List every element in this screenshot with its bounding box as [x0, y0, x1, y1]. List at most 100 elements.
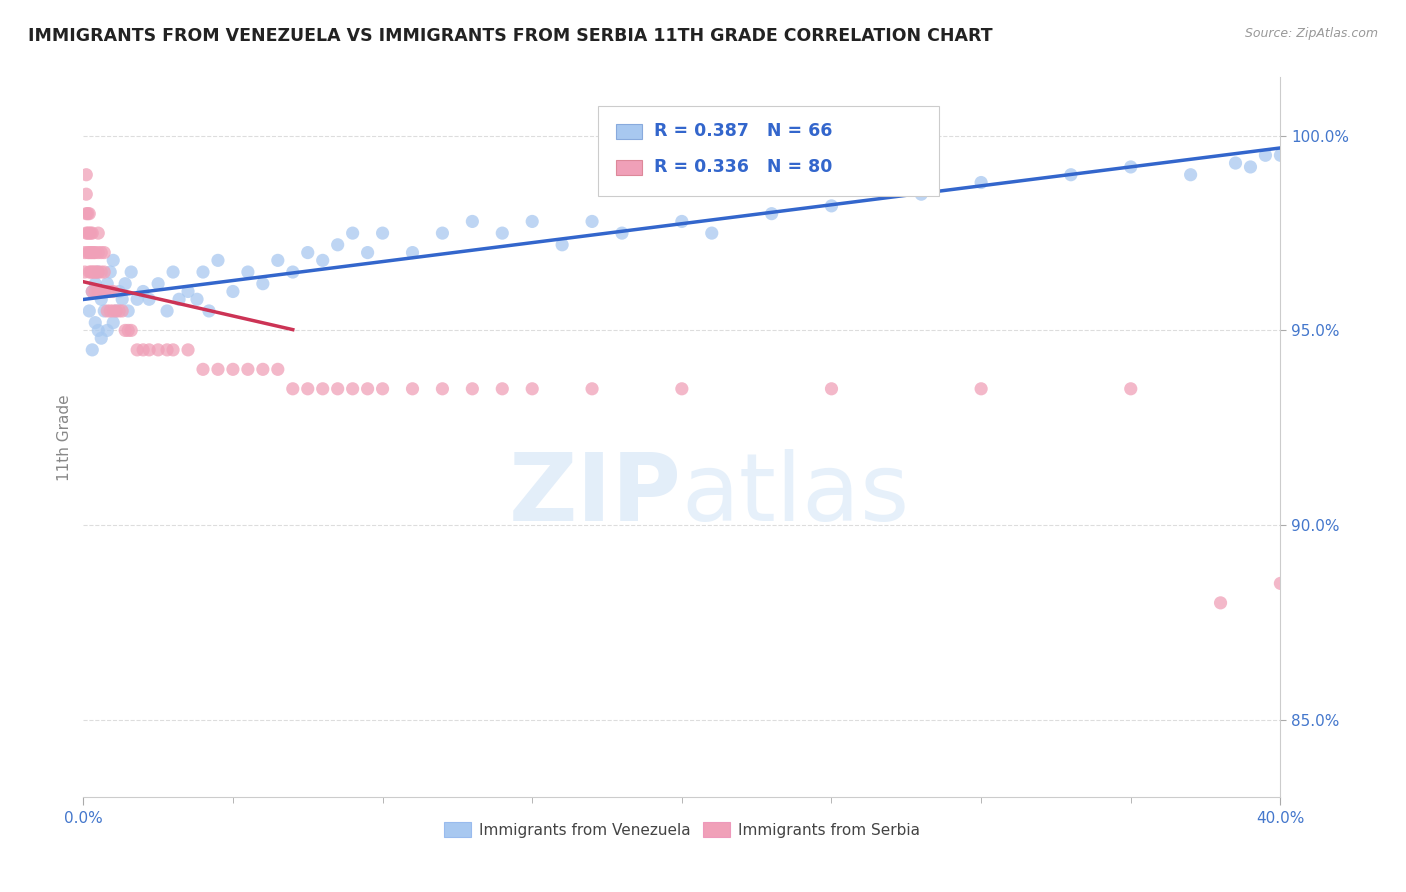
Point: [103, 285, 125, 299]
Point: [87, 245, 110, 260]
Bar: [616, 160, 643, 176]
Point: [76, 207, 98, 221]
Point: [90, 331, 112, 345]
Point: [93, 304, 115, 318]
Y-axis label: 11th Grade: 11th Grade: [58, 394, 72, 481]
Point: [186, 293, 208, 307]
Point: [401, 245, 423, 260]
Point: [84, 265, 107, 279]
Point: [84, 285, 107, 299]
Text: Source: ZipAtlas.com: Source: ZipAtlas.com: [1244, 27, 1378, 40]
Point: [132, 343, 155, 357]
Point: [522, 214, 544, 228]
Point: [90, 293, 112, 307]
Point: [83, 245, 105, 260]
Point: [207, 253, 229, 268]
Point: [162, 343, 184, 357]
Point: [96, 323, 118, 337]
Point: [105, 304, 128, 318]
Point: [342, 226, 364, 240]
Point: [132, 285, 155, 299]
Point: [80, 265, 103, 279]
Point: [82, 285, 104, 299]
Point: [146, 277, 169, 291]
Point: [96, 277, 118, 291]
Point: [156, 304, 179, 318]
Point: [281, 382, 304, 396]
Point: [90, 285, 112, 299]
Point: [700, 226, 723, 240]
Point: [222, 362, 245, 376]
Point: [87, 323, 110, 337]
Point: [1119, 382, 1142, 396]
Point: [75, 168, 97, 182]
Point: [98, 265, 121, 279]
Point: [236, 265, 259, 279]
Point: [491, 226, 513, 240]
Point: [93, 285, 115, 299]
Point: [90, 245, 112, 260]
Point: [252, 277, 274, 291]
Point: [82, 285, 104, 299]
Point: [77, 226, 100, 240]
Point: [281, 265, 304, 279]
Point: [96, 304, 118, 318]
Point: [820, 199, 842, 213]
Point: [371, 382, 394, 396]
Point: [522, 382, 544, 396]
Point: [117, 304, 139, 318]
Point: [120, 265, 142, 279]
Point: [432, 382, 454, 396]
Point: [87, 265, 110, 279]
Point: [581, 382, 603, 396]
Point: [312, 253, 335, 268]
Point: [80, 226, 103, 240]
Point: [970, 382, 993, 396]
Point: [84, 277, 107, 291]
Point: [1060, 168, 1083, 182]
Point: [671, 214, 693, 228]
Point: [1180, 168, 1202, 182]
Point: [83, 265, 105, 279]
Point: [432, 226, 454, 240]
Point: [820, 382, 842, 396]
Point: [103, 304, 125, 318]
Point: [87, 265, 110, 279]
Point: [761, 207, 783, 221]
Point: [326, 382, 349, 396]
Point: [267, 362, 290, 376]
Point: [1209, 596, 1232, 610]
Point: [93, 285, 115, 299]
Point: [73, 265, 96, 279]
Point: [127, 293, 149, 307]
Point: [167, 293, 190, 307]
Point: [103, 253, 125, 268]
Legend: Immigrants from Venezuela, Immigrants from Serbia: Immigrants from Venezuela, Immigrants fr…: [437, 815, 927, 844]
Point: [77, 245, 100, 260]
Point: [297, 382, 319, 396]
Point: [120, 323, 142, 337]
Text: ZIP: ZIP: [509, 449, 682, 541]
Point: [138, 293, 160, 307]
Point: [342, 382, 364, 396]
Point: [111, 304, 134, 318]
Point: [146, 343, 169, 357]
Point: [356, 382, 378, 396]
Point: [252, 362, 274, 376]
Point: [93, 265, 115, 279]
Point: [191, 265, 214, 279]
Point: [87, 285, 110, 299]
Point: [1119, 160, 1142, 174]
Point: [610, 226, 633, 240]
Point: [108, 285, 131, 299]
Point: [98, 285, 121, 299]
Point: [236, 362, 259, 376]
Point: [108, 304, 131, 318]
Point: [461, 382, 484, 396]
Point: [461, 214, 484, 228]
Point: [491, 382, 513, 396]
Point: [103, 316, 125, 330]
Point: [1254, 148, 1277, 162]
Point: [910, 187, 932, 202]
Point: [77, 207, 100, 221]
